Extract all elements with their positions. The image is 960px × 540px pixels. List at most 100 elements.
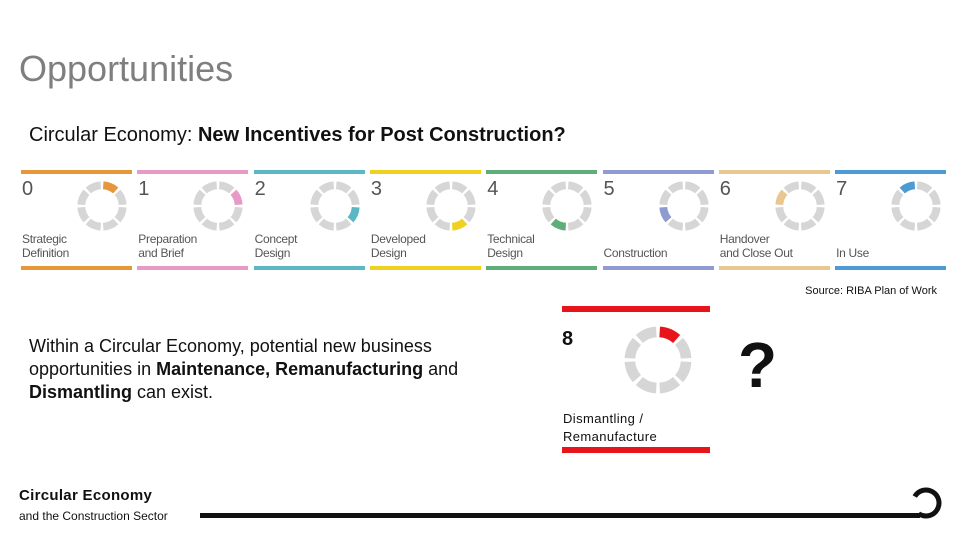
stage-4-segment-5: [542, 207, 555, 223]
stage-8-segment-0: [659, 326, 681, 343]
stage-6-segment-2: [812, 207, 825, 223]
stage-6-bottom-bar: [718, 266, 830, 270]
stage-5-top-bar: [602, 170, 714, 174]
stage-5-segment-6: [658, 189, 671, 205]
stage-4-segment-6: [542, 189, 555, 205]
stage-2-label: Concept Design: [255, 232, 298, 260]
stage-8-label-line1: Dismantling /: [563, 411, 644, 426]
stage-1-top-bar: [137, 170, 249, 174]
stage-0-segment-6: [77, 189, 90, 205]
stage-0-number: 0: [22, 178, 34, 200]
stage-1-segment-5: [193, 207, 206, 223]
stage-7-segment-3: [917, 218, 933, 231]
stage-2-label-line1: Concept: [254, 232, 298, 246]
stage-2-segment-0: [335, 181, 351, 194]
stage-4-segment-3: [568, 218, 584, 231]
stage-0-segment-4: [85, 218, 101, 231]
stage-1-label-line2: and Brief: [138, 246, 184, 260]
stage-1-segment-3: [219, 218, 235, 231]
stage-2-segment-3: [335, 218, 351, 231]
stage-7-label-line1: [836, 232, 869, 246]
stage-7-segment-7: [899, 181, 916, 194]
stage-7-segment-6: [891, 189, 904, 205]
stage-5-segment-2: [696, 207, 709, 223]
footer-rule: [200, 513, 920, 518]
stage-5-segment-5: [658, 207, 671, 223]
body-bold2: Dismantling: [29, 382, 133, 402]
stage-2-bottom-bar: [253, 266, 365, 270]
stage-4-label: Technical Design: [487, 232, 535, 260]
stage-8-segment-5: [624, 361, 641, 383]
stage-2-segment-5: [309, 207, 323, 223]
stage-5-segment-1: [696, 189, 709, 205]
slide-subtitle: Circular Economy: New Incentives for Pos…: [29, 124, 566, 147]
stage-3-segment-5: [426, 207, 439, 223]
stage-6-segment-0: [800, 181, 817, 194]
stage-3-cycle-icon: [426, 181, 476, 231]
stage-7-segment-2: [928, 207, 941, 223]
stage-1-cycle-icon: [193, 181, 243, 231]
stage-6-cycle-icon: [775, 181, 825, 231]
stage-2-cycle-icon: [309, 181, 360, 231]
stage-7-segment-1: [928, 189, 941, 205]
stage-7-cycle-icon: [891, 181, 941, 231]
stage-6-number: 6: [719, 178, 731, 200]
stage-7-label: In Use: [836, 232, 869, 260]
stage-0-label-line1: Strategic: [22, 232, 67, 246]
stage-2-top-bar: [253, 170, 365, 174]
stage-2-label-line2: Design: [254, 246, 291, 260]
body-paragraph: Within a Circular Economy, potential new…: [29, 335, 509, 404]
stage-2-card: 2 Concept Design: [253, 170, 365, 270]
stage-0-label-line2: Definition: [22, 246, 70, 260]
stage-8-segment-6: [624, 337, 641, 359]
riba-stages-row: 0 Strategic Definition 1 Preparation and Brie…: [21, 170, 947, 270]
stage-6-segment-1: [812, 189, 825, 205]
stage-2-segment-1: [347, 189, 360, 205]
stage-8-cycle-icon: [624, 326, 692, 394]
subtitle-prefix: Circular Economy:: [29, 124, 198, 146]
stage-6-label-line2: and Close Out: [719, 246, 793, 260]
stage-8-top-bar: [562, 306, 710, 312]
stage-3-segment-7: [434, 181, 450, 194]
subtitle-bold: New Incentives for Post Construction?: [197, 124, 566, 146]
stage-0-top-bar: [21, 170, 132, 174]
stage-6-segment-5: [775, 207, 788, 223]
stage-1-number: 1: [138, 178, 150, 200]
stage-7-number: 7: [836, 178, 848, 200]
stage-4-segment-7: [550, 181, 567, 194]
stage-1-segment-4: [201, 218, 218, 231]
stage-3-label: Developed Design: [371, 232, 426, 260]
body-part2: and: [423, 359, 459, 379]
stage-1-label-line1: Preparation: [138, 232, 198, 246]
stage-8-segment-7: [635, 326, 657, 343]
source-note: Source: RIBA Plan of Work: [805, 285, 937, 297]
stage-2-number: 2: [254, 178, 266, 200]
stage-3-number: 3: [370, 178, 383, 200]
stage-0-segment-0: [103, 181, 119, 194]
stage-5-segment-7: [667, 181, 683, 194]
stage-1-segment-7: [201, 181, 218, 194]
stage-3-top-bar: [369, 170, 481, 174]
stage-5-segment-0: [684, 181, 700, 194]
circular-logo-icon: [910, 487, 942, 519]
slide-title: Opportunities: [19, 48, 234, 89]
stage-4-bottom-bar: [486, 266, 598, 270]
stage-5-label: Construction: [604, 232, 668, 260]
body-part3: can exist.: [132, 382, 214, 402]
stage-1-segment-0: [219, 181, 235, 194]
stage-1-label: Preparation and Brief: [138, 232, 197, 260]
stage-0-bottom-bar: [21, 266, 132, 270]
stage-0-cycle-icon: [77, 181, 127, 231]
stage-4-segment-2: [579, 207, 592, 223]
stage-6-segment-7: [783, 181, 799, 194]
stage-6-label-line1: Handover: [719, 232, 770, 246]
stage-2-segment-7: [318, 181, 334, 194]
stage-4-segment-4: [550, 218, 567, 231]
question-mark: ?: [738, 329, 778, 401]
stage-4-label-line2: Design: [487, 246, 523, 260]
stage-4-segment-1: [579, 189, 592, 205]
stage-2-segment-4: [318, 218, 334, 231]
stage-8-segment-3: [659, 377, 681, 394]
stage-7-top-bar: [835, 170, 947, 174]
stage-8-card: 8 Dismantling / Remanufacture: [562, 306, 710, 456]
